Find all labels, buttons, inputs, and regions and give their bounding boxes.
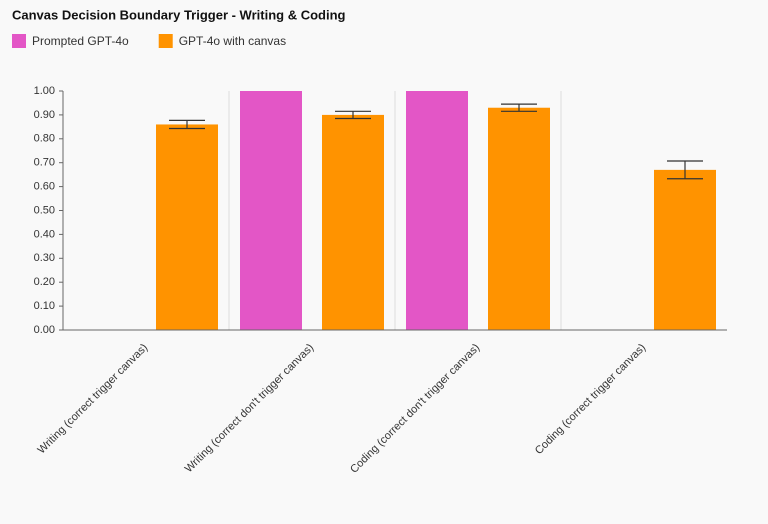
- error-bar: [667, 160, 703, 180]
- bar: [322, 114, 384, 331]
- legend-label: Prompted GPT-4o: [32, 34, 129, 48]
- y-tick-label: 0.50: [34, 204, 55, 216]
- y-tick-label: 0.10: [34, 300, 55, 312]
- error-bar: [501, 103, 537, 112]
- error-bar: [335, 110, 371, 120]
- y-tick-label: 0.90: [34, 109, 55, 121]
- y-tick-label: 0.60: [34, 181, 55, 193]
- y-tick-label: 0.30: [34, 252, 55, 264]
- chart-title: Canvas Decision Boundary Trigger - Writi…: [12, 7, 346, 22]
- legend-swatch: [158, 34, 173, 48]
- y-tick-label: 0.70: [34, 157, 55, 169]
- bar: [156, 124, 218, 331]
- y-tick-label: 1.00: [34, 85, 55, 97]
- legend-swatch: [12, 34, 26, 48]
- y-tick-label: 0.00: [34, 324, 55, 336]
- bar: [654, 169, 716, 330]
- bar: [488, 107, 550, 330]
- error-bar: [169, 119, 205, 130]
- bar: [406, 91, 468, 330]
- legend-label: GPT-4o with canvas: [179, 34, 286, 48]
- y-tick-label: 0.80: [34, 133, 55, 145]
- bar: [240, 91, 302, 330]
- y-tick-label: 0.20: [34, 276, 55, 288]
- y-tick-label: 0.40: [34, 228, 55, 240]
